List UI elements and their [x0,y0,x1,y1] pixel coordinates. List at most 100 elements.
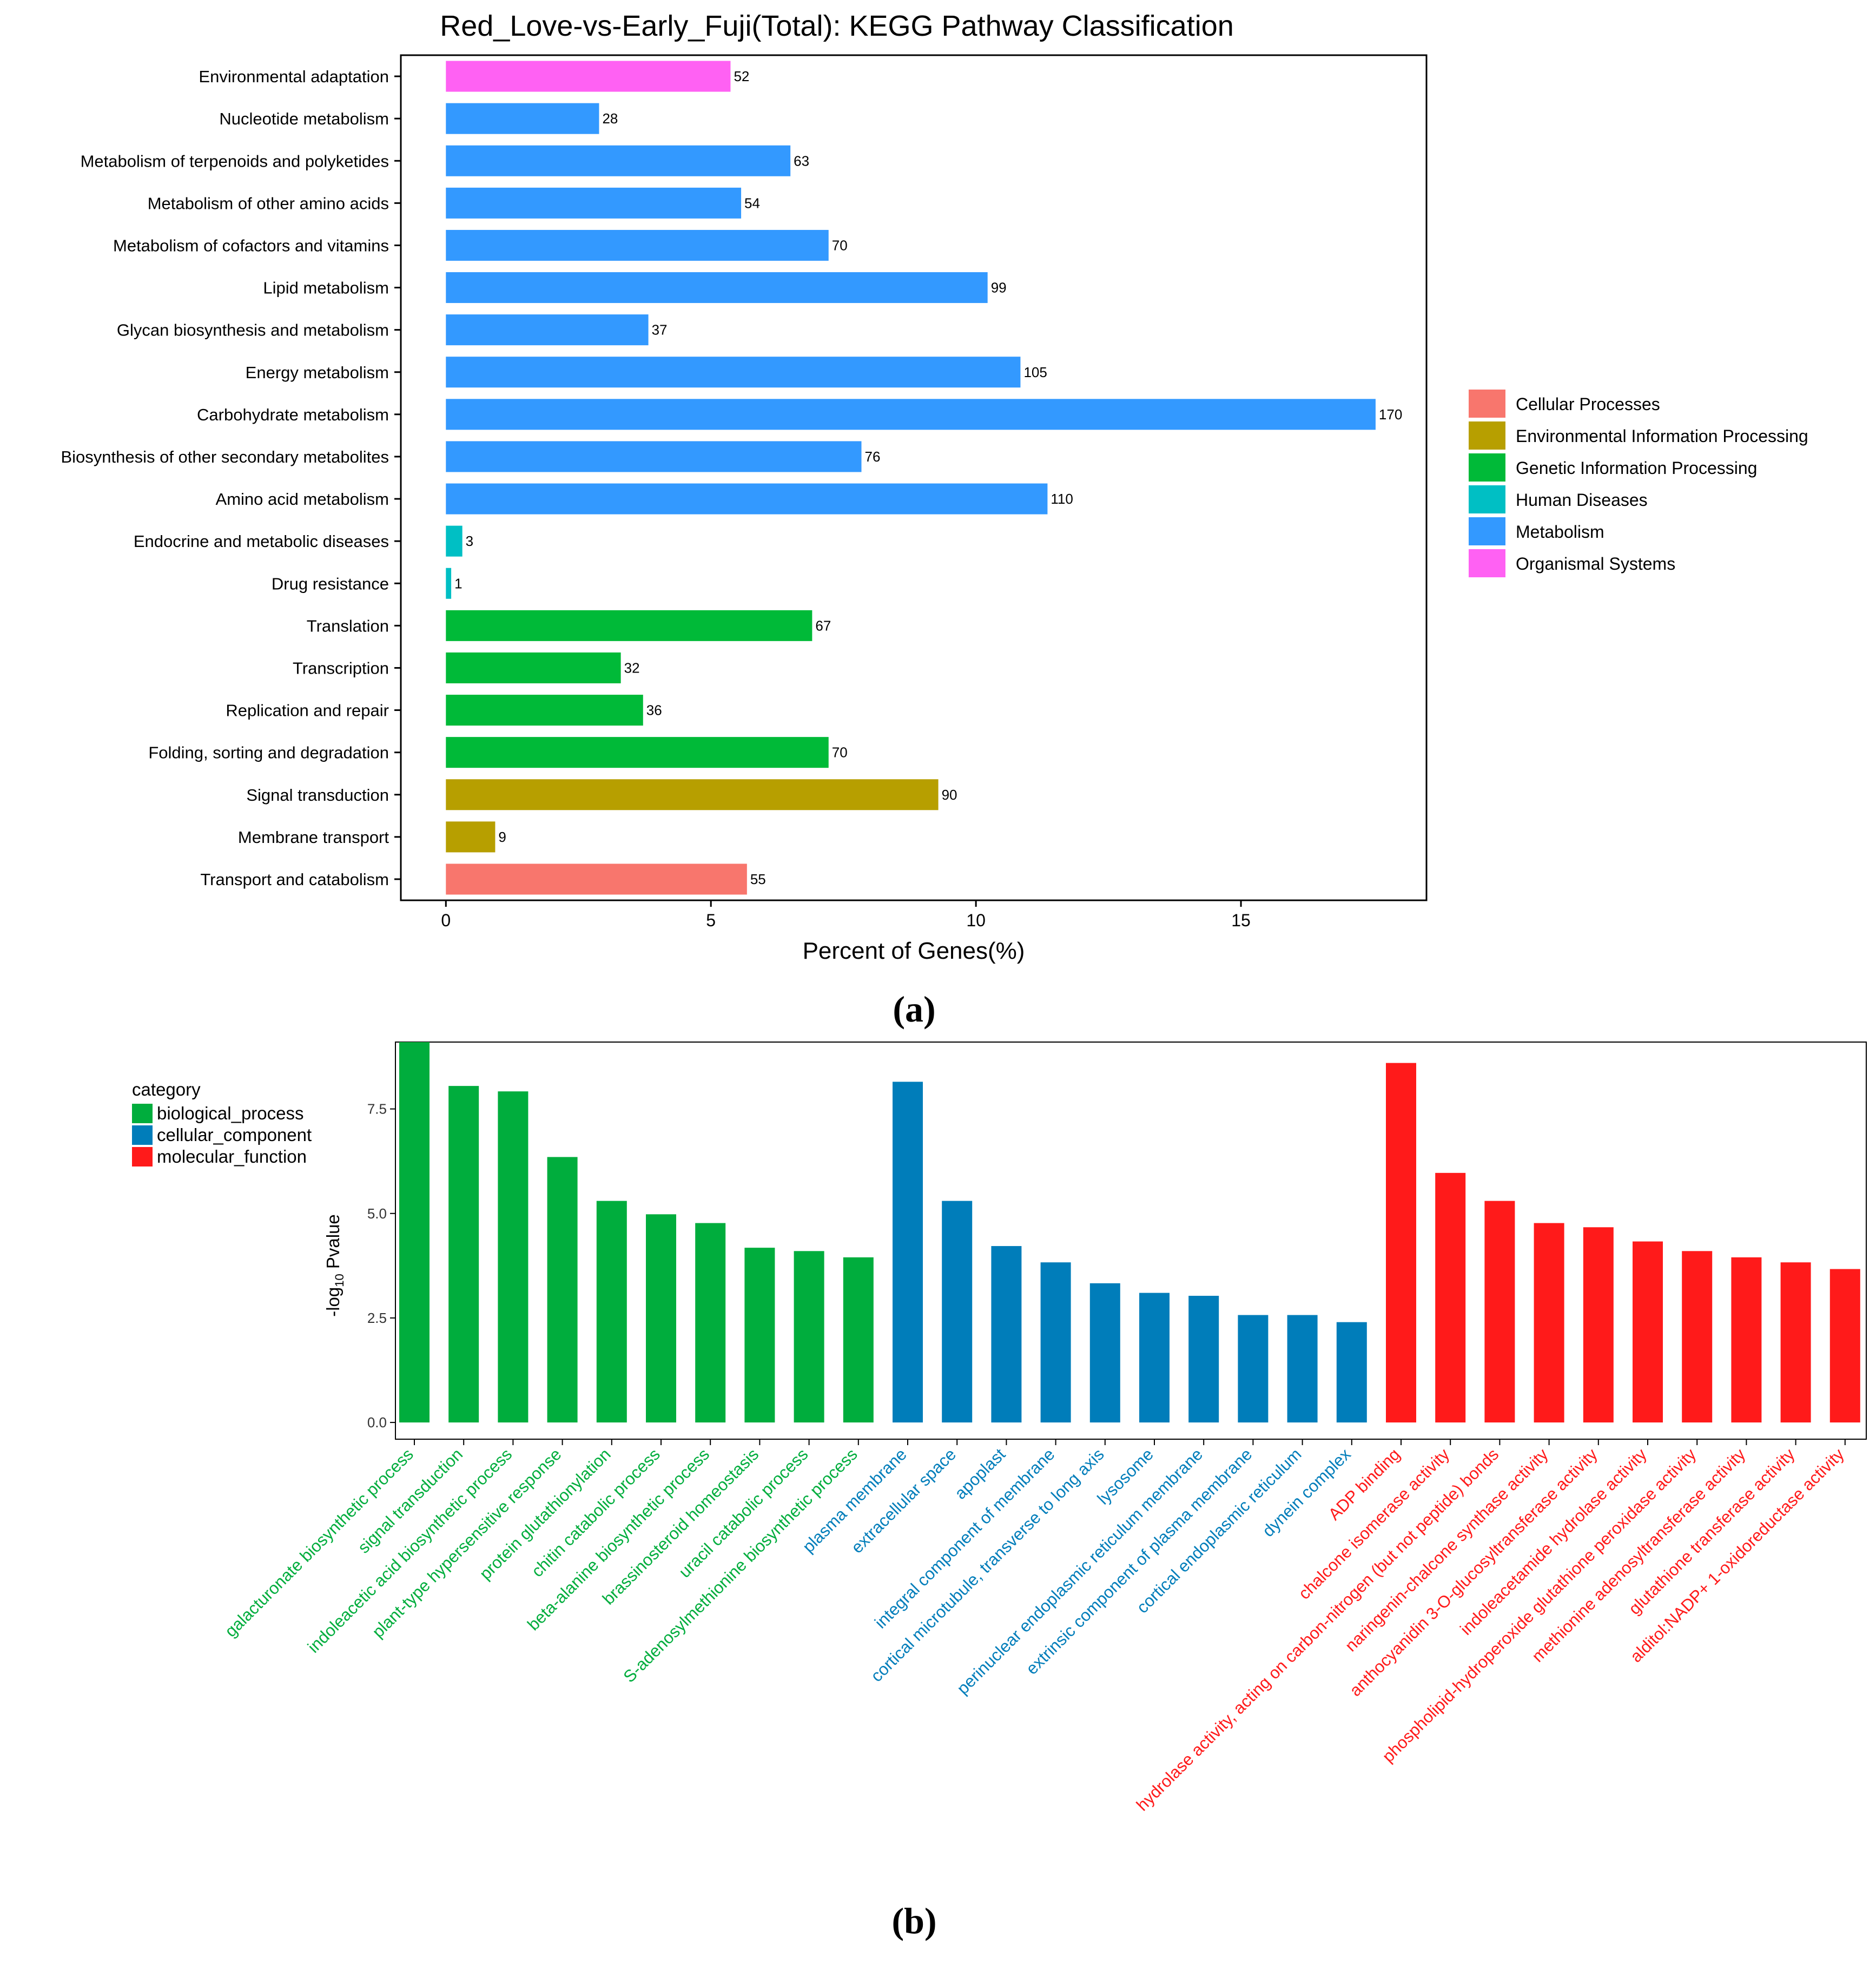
kegg-legend-label: Genetic Information Processing [1516,458,1757,478]
go-bar [695,1223,726,1423]
go-bar [596,1201,627,1423]
go-y-axis-label-main: -log [323,1287,343,1317]
kegg-legend-label: Metabolism [1516,522,1604,542]
go-bar [1435,1172,1466,1423]
kegg-y-tick-label: Carbohydrate metabolism [197,405,389,424]
kegg-count-label: 76 [864,449,880,465]
kegg-bar [446,695,643,726]
kegg-x-ticks: 0 5 10 15 [441,900,1251,930]
go-bar [498,1091,529,1423]
go-plot-panel [395,1042,1867,1440]
go-y-ticks: 0.0 2.5 5.0 7.5 [367,1101,395,1431]
kegg-y-tick-label: Metabolism of other amino acids [148,194,389,213]
panel-label-b: (b) [891,1900,936,1941]
go-bar [1780,1262,1811,1423]
go-y-tick-label: 0.0 [367,1414,387,1431]
kegg-legend-swatch [1469,390,1505,418]
kegg-y-tick-label: Nucleotide metabolism [219,109,389,128]
kegg-bar [446,103,599,134]
kegg-legend-swatch [1469,549,1505,577]
go-chart: 0.0 2.5 5.0 7.5 -log10 Pvalue galacturonate… [132,1042,1867,1941]
go-bar [1534,1223,1564,1423]
kegg-bar [446,441,862,472]
kegg-y-tick-label: Membrane transport [238,828,389,847]
go-legend-title: category [132,1079,201,1099]
go-bar [547,1157,578,1423]
kegg-y-tick-label: Endocrine and metabolic diseases [134,532,389,551]
kegg-legend: Cellular Processes Environmental Informat… [1469,390,1808,577]
kegg-count-label: 70 [832,237,848,253]
kegg-count-label: 110 [1051,491,1073,507]
go-bar [1089,1283,1120,1423]
kegg-bar [446,568,452,599]
kegg-count-label: 67 [815,617,831,634]
kegg-x-tick-label: 10 [966,911,986,930]
kegg-bar [446,357,1021,388]
go-bar [893,1082,923,1423]
go-bar [448,1086,479,1423]
kegg-chart: Red_Love-vs-Early_Fuji(Total): KEGG Path… [61,10,1808,1030]
kegg-bar [446,145,791,176]
kegg-y-tick-label: Glycan biosynthesis and metabolism [117,321,389,340]
kegg-legend-label: Environmental Information Processing [1516,426,1808,446]
kegg-count-label: 99 [991,280,1007,296]
kegg-legend-swatch [1469,485,1505,513]
go-bar [646,1214,676,1423]
kegg-bar [446,821,496,853]
kegg-bar [446,483,1048,515]
kegg-count-label: 9 [498,829,506,845]
go-bar [1040,1262,1071,1423]
kegg-count-label: 1 [454,575,462,591]
go-x-labels: galacturonate biosynthetic processsignal… [221,1439,1848,1815]
kegg-count-label: 32 [624,660,640,676]
go-y-tick-label: 5.0 [367,1205,387,1222]
kegg-bar [446,652,621,683]
go-x-tick-label: indoleacetic acid biosynthetic process [304,1445,516,1657]
kegg-y-tick-label: Metabolism of cofactors and vitamins [113,236,389,255]
kegg-legend-swatch [1469,421,1505,450]
kegg-legend-label: Organismal Systems [1516,554,1675,574]
go-x-tick-label: cortical microtubule, transverse to long… [867,1445,1108,1685]
kegg-plot-panel [400,54,1428,901]
go-legend-label: cellular_component [157,1125,312,1145]
kegg-count-label: 170 [1379,406,1402,423]
go-bar [1386,1063,1416,1423]
kegg-bars [446,61,1376,895]
kegg-bar [446,314,649,346]
go-bar [991,1246,1022,1423]
go-x-tick-label: integral component of membrane [871,1445,1058,1632]
go-bar [794,1251,824,1423]
go-y-axis-label-tail: Pvalue [323,1214,343,1274]
go-y-axis-label: -log10 Pvalue [323,1214,346,1317]
kegg-x-tick-label: 0 [441,911,451,930]
go-bar [1682,1251,1713,1423]
kegg-bar [446,61,731,92]
kegg-bar [446,187,742,219]
kegg-count-label: 63 [794,153,809,169]
kegg-count-label: 90 [942,787,957,803]
go-bar [1633,1241,1663,1423]
kegg-y-labels: Environmental adaptation Nucleotide metab… [61,67,401,889]
kegg-x-tick-label: 15 [1231,911,1251,930]
kegg-y-tick-label: Signal transduction [246,786,389,805]
kegg-legend-swatch [1469,517,1505,545]
go-bars [399,1042,1860,1423]
kegg-y-tick-label: Biosynthesis of other secondary metaboli… [61,447,389,466]
go-legend-label: biological_process [157,1103,304,1123]
kegg-count-label: 70 [832,744,848,761]
kegg-y-tick-label: Environmental adaptation [199,67,389,86]
go-legend-swatch [132,1147,153,1166]
kegg-y-tick-label: Replication and repair [226,701,389,720]
go-bar [1336,1322,1367,1423]
kegg-bar [446,399,1376,430]
go-x-tick-label: extrinsic component of plasma membrane [1022,1445,1256,1678]
go-bar [1139,1293,1170,1423]
kegg-bar [446,229,829,261]
kegg-y-tick-label: Drug resistance [272,574,389,593]
kegg-bar [446,272,988,304]
kegg-legend-swatch [1469,453,1505,482]
kegg-count-labels: 52 28 63 54 70 99 37 105 170 76 110 3 1 67 32 36 70 90 9 55 [454,68,1402,887]
go-bar [942,1201,973,1423]
kegg-y-tick-label: Energy metabolism [246,363,389,382]
